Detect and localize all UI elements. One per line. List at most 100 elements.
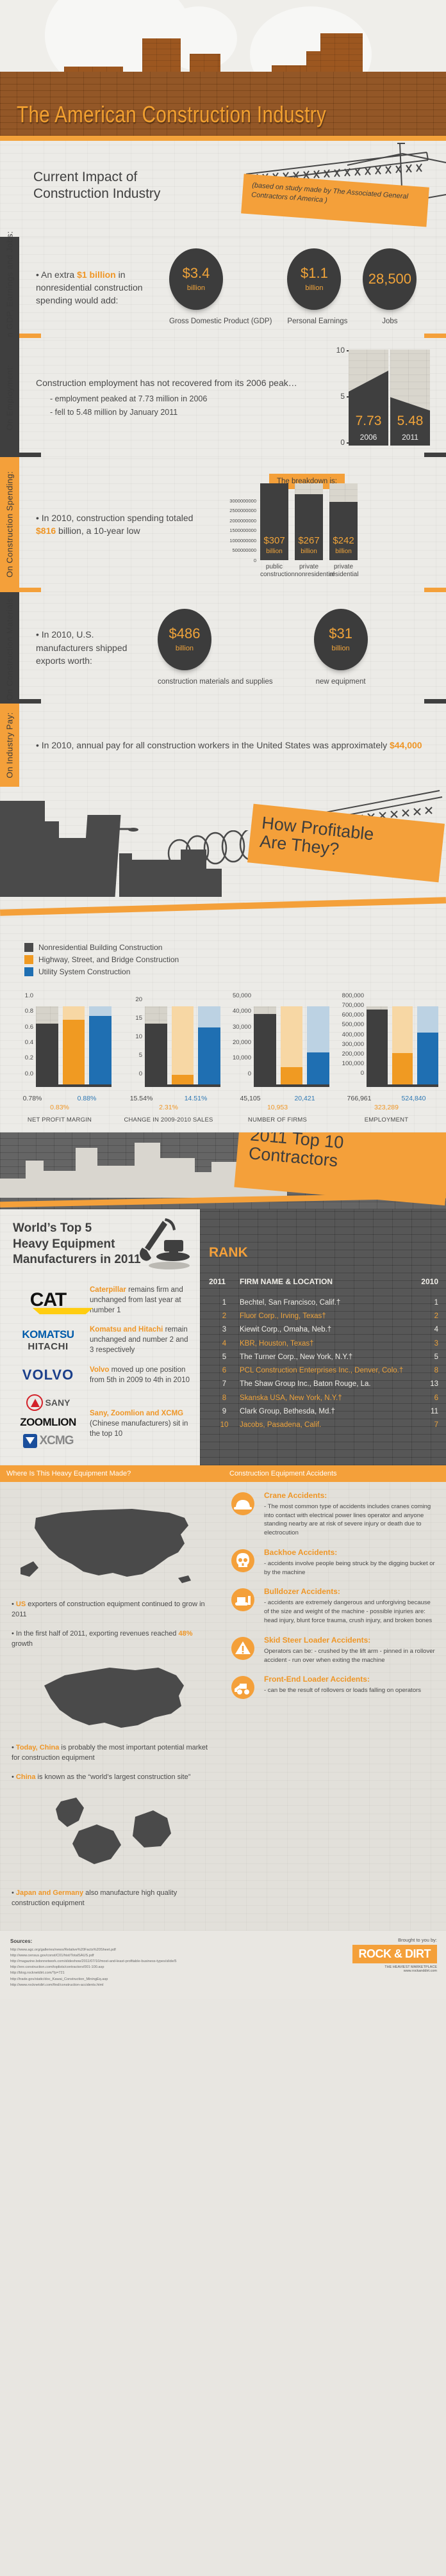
source-link[interactable]: http://www.rocknetdirt.com/find/construc… xyxy=(10,1983,104,1987)
gdp-unit: billion xyxy=(186,284,206,292)
page-title: The American Construction Industry xyxy=(17,101,327,127)
impact-title-line2: Construction Industry xyxy=(33,186,161,201)
rank-2011: 9 xyxy=(222,1408,227,1415)
sidelabel-spending-text: On Construction Spending: xyxy=(4,471,15,578)
manu-h-l3: Manufacturers in 2011 xyxy=(13,1253,141,1267)
source-link[interactable]: http://blog.rocknetdirt.com/?p=721 xyxy=(10,1971,65,1976)
c3-tick-6: 200,000 xyxy=(342,1051,364,1058)
materials-stat-equipment: $31 billion new equipment xyxy=(313,608,368,687)
spending-bar-nonres: $267 billion private nonresidential xyxy=(295,483,334,578)
map-note-3-text: is probably the most important potential… xyxy=(12,1743,208,1762)
accident-title: Skid Steer Loader Accidents: xyxy=(264,1635,371,1645)
c1-bar-nonres xyxy=(145,1006,167,1084)
header-rule xyxy=(0,136,446,141)
rank-row: 6 PCL Construction Enterprises Inc., Denv… xyxy=(209,1364,438,1378)
rockanddirt-sub: THE HEAVIEST MARKETPLACE www.rockanddirt… xyxy=(384,1965,437,1974)
accident-item: Front-End Loader Accidents: - can be the … xyxy=(228,1675,437,1700)
title-band xyxy=(0,72,446,136)
rank-row: 10 Jacobs, Pasadena, Calif. 7 xyxy=(209,1419,438,1432)
c2-title: NUMBER OF FIRMS xyxy=(247,1116,308,1123)
legend-item-nonres: Nonresidential Building Construction xyxy=(24,942,446,952)
sp-tick-3: 1500000000 xyxy=(229,527,256,534)
source-link[interactable]: http://www.agc.org/galleries/news/Relati… xyxy=(10,1947,116,1952)
rank-2010: 5 xyxy=(434,1353,438,1361)
map-note-2-bold: 48% xyxy=(178,1629,193,1638)
rank-row: 1 Bechtel, San Francisco, Calif.† 1 xyxy=(209,1296,438,1310)
rank-2011: 5 xyxy=(222,1353,227,1361)
rockanddirt-logo[interactable]: ROCK & DIRT xyxy=(352,1945,437,1964)
rank-2011: 8 xyxy=(222,1394,227,1402)
c1-tick-1: 15 xyxy=(135,1014,142,1022)
accident-title: Bulldozer Accidents: xyxy=(264,1587,340,1597)
gdp-bullet: • An extra $1 billion in nonresidential … xyxy=(36,269,143,306)
c0-bar-highway xyxy=(62,1006,85,1084)
rank-firm: Kiewit Corp., Omaha, Neb.† xyxy=(240,1326,332,1334)
c2-val-highway: 10,953 xyxy=(267,1103,288,1111)
c3-tick-0: 800,000 xyxy=(342,992,364,999)
sany-logo: SANY xyxy=(13,1394,83,1411)
c2-values: 45,105 20,421 10,953 xyxy=(223,1095,332,1111)
source-link[interactable]: http://magazine.bdonnetwork.com/slidesho… xyxy=(10,1959,177,1963)
map-note-2: • In the first half of 2011, exporting r… xyxy=(12,1629,193,1648)
sidelabel-employment: On Employment: xyxy=(0,337,19,457)
sp-val-nonres: $267 xyxy=(298,535,320,546)
c1-title: CHANGE IN 2009-2010 SALES xyxy=(124,1116,213,1123)
c0-tick-3: 0.4 xyxy=(24,1039,33,1047)
accident-text: - The most common type of accidents incl… xyxy=(264,1502,431,1537)
materials-value: $486 xyxy=(169,625,201,641)
accident-item: Backhoe Accidents: - accidents involve pe… xyxy=(228,1548,437,1577)
employment-bar-2006: 7.73 2006 xyxy=(349,349,388,446)
rank-column-headers: 2011 FIRM NAME & LOCATION 2010 xyxy=(209,1277,438,1286)
map-note-2-text: growth xyxy=(12,1639,33,1648)
sp-val-public: $307 xyxy=(263,535,285,546)
warning-icon xyxy=(228,1636,258,1665)
c2-bar-utility xyxy=(307,1006,330,1084)
spending-bar-public: $307 billion public construction xyxy=(260,483,295,578)
orange-slope-rule xyxy=(0,897,446,916)
c2-tick-5: 0 xyxy=(247,1070,251,1077)
accidents-column: Crane Accidents: - The most common type o… xyxy=(223,1482,446,1931)
gdp-stat-gdp: $3.4 billion Gross Domestic Product (GDP) xyxy=(169,248,272,326)
source-link[interactable]: http://www.census.gov/const/C01/hist/Tot… xyxy=(10,1953,94,1958)
section-materials: On Construction Materials: • In 2010, U.… xyxy=(0,592,446,704)
sources-block: Sources: http://www.agc.org/galleries/ne… xyxy=(10,1937,177,1988)
rank-firm: PCL Construction Enterprises Inc., Denve… xyxy=(240,1367,404,1375)
sp-lab-public: public construction xyxy=(260,563,295,579)
source-link[interactable]: http://trade.gov/static/doc_Kawai_Constr… xyxy=(10,1977,108,1981)
sidelabel-materials-text: On Construction Materials: xyxy=(4,595,15,701)
gdp-circle-group: $3.4 billion Gross Domestic Product (GDP)… xyxy=(169,248,417,326)
legend-swatch-utility xyxy=(24,967,33,976)
c1-bar-utility xyxy=(198,1006,221,1084)
employment-bar-2011: 5.48 2011 xyxy=(390,349,430,446)
c1-tick-4: 0 xyxy=(138,1070,142,1077)
c1-tick-3: 5 xyxy=(138,1051,142,1059)
c1-tick-2: 10 xyxy=(135,1033,142,1040)
komatsu-hl: Komatsu and Hitachi xyxy=(90,1326,163,1334)
gdp-value: $3.4 xyxy=(182,265,210,281)
komatsu-body: remain unchanged and number 2 and 3 resp… xyxy=(90,1326,188,1355)
rank-2010: 7 xyxy=(434,1421,438,1429)
c2-tick-4: 10,000 xyxy=(232,1054,251,1062)
cat-body: remains firm and unchanged from last yea… xyxy=(90,1285,183,1315)
rank-rows-container: 1 Bechtel, San Francisco, Calif.† 1 2 Fluor … xyxy=(209,1296,438,1433)
japan-germany-map-icon xyxy=(56,1798,171,1865)
sources-heading: Sources: xyxy=(10,1938,33,1945)
emp-tick-5: 5 xyxy=(340,391,356,401)
emp-tick-0: 0 xyxy=(340,437,356,447)
section-employment: On Employment: Construction employment h… xyxy=(0,337,446,457)
source-link[interactable]: http://enr.construction.com/toplists/con… xyxy=(10,1965,104,1970)
chinese-body: (Chinese manufacturers) sit in the top 1… xyxy=(90,1419,188,1438)
earnings-caption: Personal Earnings xyxy=(287,318,348,325)
skull-icon xyxy=(228,1548,258,1577)
map-note-5: • Japan and Germany also manufacture hig… xyxy=(12,1889,178,1908)
c1-val-highway: 2.31% xyxy=(159,1103,178,1111)
rank-firm: Clark Group, Bethesda, Md.† xyxy=(240,1408,335,1415)
accident-item: Skid Steer Loader Accidents: Operators ca… xyxy=(228,1636,437,1665)
rank-firm: The Turner Corp., New York, N.Y.† xyxy=(240,1353,353,1361)
map-column: • US exporters of construction equipment… xyxy=(0,1482,223,1931)
manufacturer-row-cat: CAT Caterpillar remains firm and unchang… xyxy=(13,1285,190,1316)
rank-2010: 3 xyxy=(434,1339,438,1348)
sp-tick-1: 2500000000 xyxy=(229,508,256,514)
c3-tick-2: 600,000 xyxy=(342,1011,364,1019)
chart-employment: 800,000 700,000 600,000 500,000 400,000 … xyxy=(332,992,441,1088)
